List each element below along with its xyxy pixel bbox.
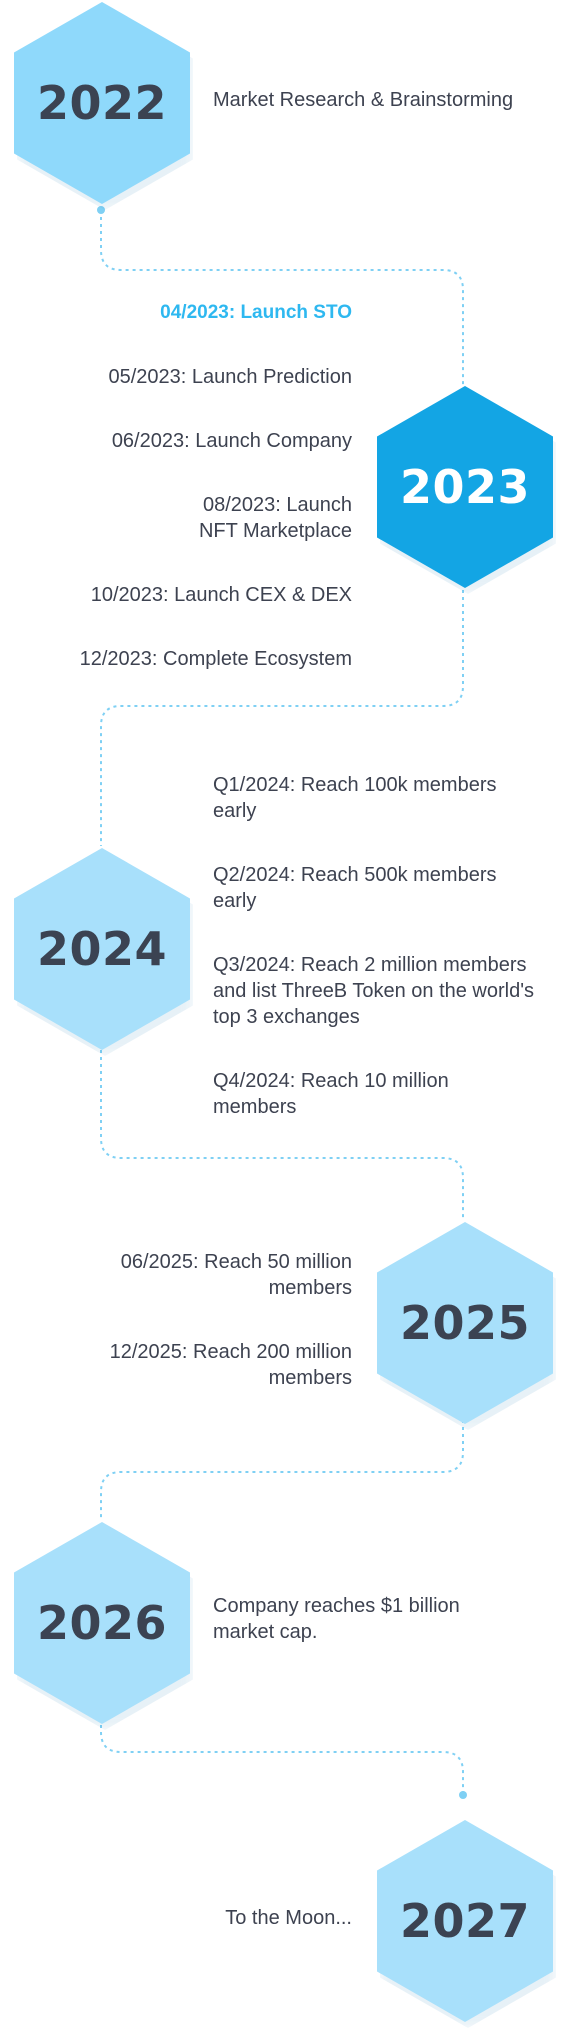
year-hex-2024: 2024 (14, 848, 190, 1050)
milestone-item: Company reaches $1 billion market cap. (213, 1595, 460, 1643)
milestone-item: 06/2023: Launch Company (111, 430, 352, 452)
milestone-item: Q1/2024: Reach 100k members early (213, 774, 497, 822)
milestone-list-2024: Q1/2024: Reach 100k members early Q2/202… (213, 772, 543, 1120)
milestone-list-2026: Company reaches $1 billion market cap. (213, 1593, 503, 1645)
milestone-list-2022: Market Research & Brainstorming (213, 87, 553, 113)
milestone-item: Q4/2024: Reach 10 million members (213, 1070, 449, 1118)
milestone-item: Q2/2024: Reach 500k members early (213, 864, 497, 912)
milestone-item: 12/2025: Reach 200 million members (109, 1341, 352, 1389)
milestone-item: Market Research & Brainstorming (213, 89, 514, 111)
milestone-list-2023: 04/2023: Launch STO 05/2023: Launch Pred… (40, 300, 352, 672)
milestone-item: 05/2023: Launch Prediction (108, 366, 352, 388)
milestone-item-active: 04/2023: Launch STO (160, 302, 352, 323)
milestone-item: 08/2023: Launch NFT Marketplace (198, 494, 352, 542)
milestone-item: 06/2025: Reach 50 million members (120, 1251, 352, 1299)
milestone-item: To the Moon... (225, 1907, 352, 1929)
milestone-item: 10/2023: Launch CEX & DEX (90, 584, 352, 606)
milestone-list-2027: To the Moon... (100, 1905, 352, 1931)
connector-dot-start (97, 206, 105, 214)
milestone-list-2025: 06/2025: Reach 50 million members 12/202… (60, 1249, 352, 1391)
year-hex-2022: 2022 (14, 2, 190, 204)
milestone-item: Q3/2024: Reach 2 million members and lis… (213, 954, 535, 1028)
milestone-item: 12/2023: Complete Ecosystem (79, 648, 352, 670)
connector-dot-end (459, 1791, 467, 1799)
